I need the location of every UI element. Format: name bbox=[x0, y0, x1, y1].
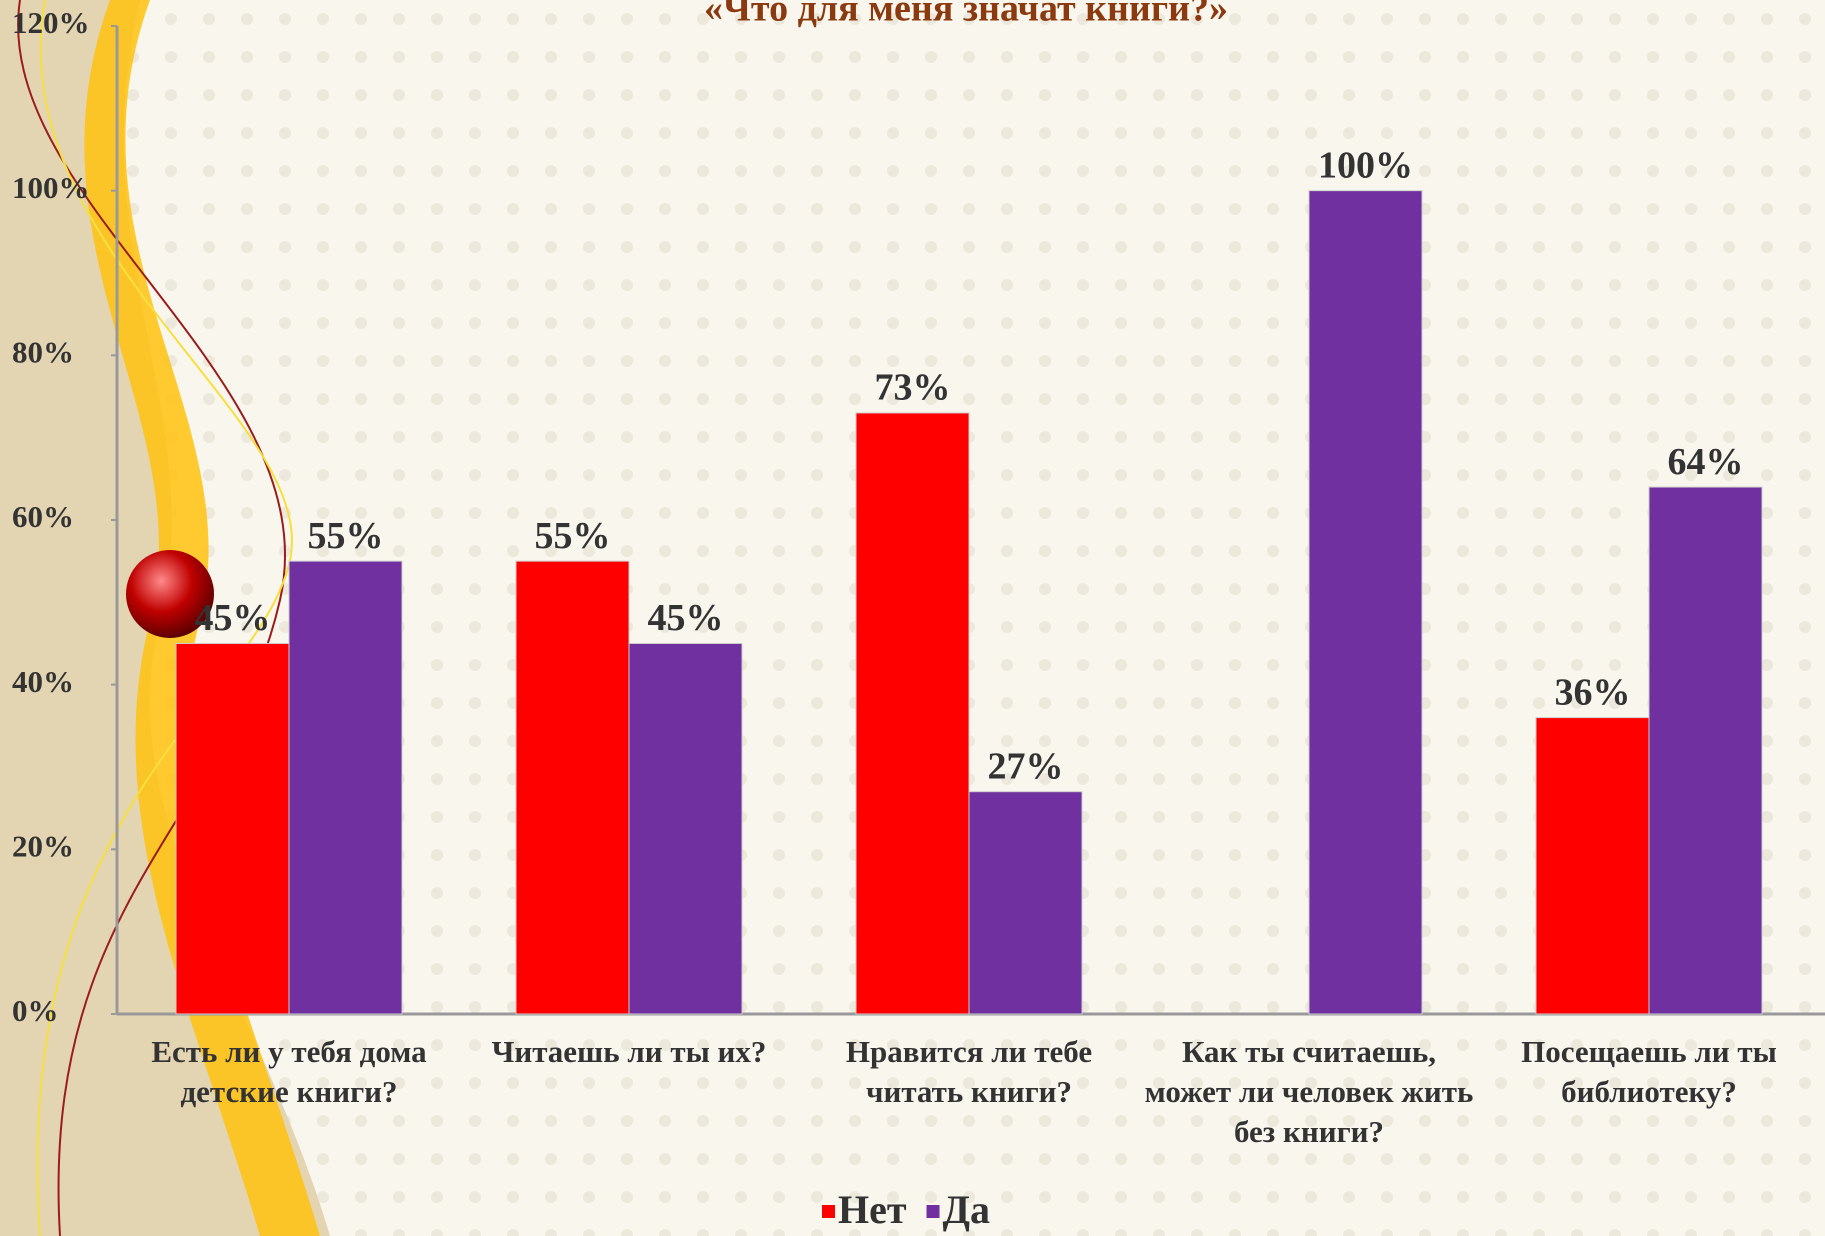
bar bbox=[1308, 190, 1423, 1015]
x-tick-label: Нравится ли тебе читать книги? bbox=[845, 1034, 1093, 1109]
ornament-ball bbox=[126, 550, 214, 638]
legend-swatch bbox=[926, 1205, 940, 1218]
left-decoration bbox=[0, 0, 330, 1236]
bar bbox=[288, 560, 403, 1015]
y-tick-label: 20% bbox=[12, 828, 74, 863]
y-tick-label: 0% bbox=[12, 993, 59, 1028]
x-tick-label: Есть ли у тебя дома детские книги? bbox=[151, 1034, 427, 1109]
bar bbox=[855, 412, 970, 1015]
y-tick-label: 80% bbox=[12, 334, 74, 369]
x-tick-label: Как ты считаешь, может ли человек жить б… bbox=[1144, 1034, 1474, 1149]
value-label: 36% bbox=[1555, 671, 1631, 713]
legend-label: Да bbox=[943, 1187, 991, 1232]
legend-swatch bbox=[822, 1205, 835, 1218]
bar bbox=[175, 643, 290, 1015]
y-tick-label: 120% bbox=[12, 5, 90, 40]
chart-title: «Что для меня значат книги?» bbox=[704, 0, 1228, 30]
value-label: 55% bbox=[535, 515, 611, 557]
bar bbox=[1535, 717, 1650, 1015]
bar bbox=[968, 791, 1083, 1015]
curve bbox=[17, 0, 287, 1236]
x-tick-label: Читаешь ли ты их? bbox=[491, 1034, 767, 1069]
swirl bbox=[84, 0, 320, 1236]
curve bbox=[36, 0, 293, 1236]
bar bbox=[515, 560, 630, 1015]
value-label: 55% bbox=[308, 515, 384, 557]
value-label: 45% bbox=[648, 597, 724, 639]
y-tick-label: 60% bbox=[12, 499, 74, 534]
y-tick-label: 40% bbox=[12, 664, 74, 699]
y-tick-label: 100% bbox=[12, 170, 90, 205]
value-label: 73% bbox=[875, 367, 951, 409]
x-tick-label: Посещаешь ли ты библиотеку? bbox=[1521, 1034, 1777, 1109]
value-label: 100% bbox=[1318, 144, 1413, 186]
value-label: 45% bbox=[195, 597, 271, 639]
legend-label: Нет bbox=[838, 1187, 907, 1232]
value-label: 27% bbox=[988, 745, 1064, 787]
bar bbox=[1648, 486, 1763, 1015]
value-label: 64% bbox=[1668, 441, 1744, 483]
bar bbox=[628, 643, 743, 1015]
